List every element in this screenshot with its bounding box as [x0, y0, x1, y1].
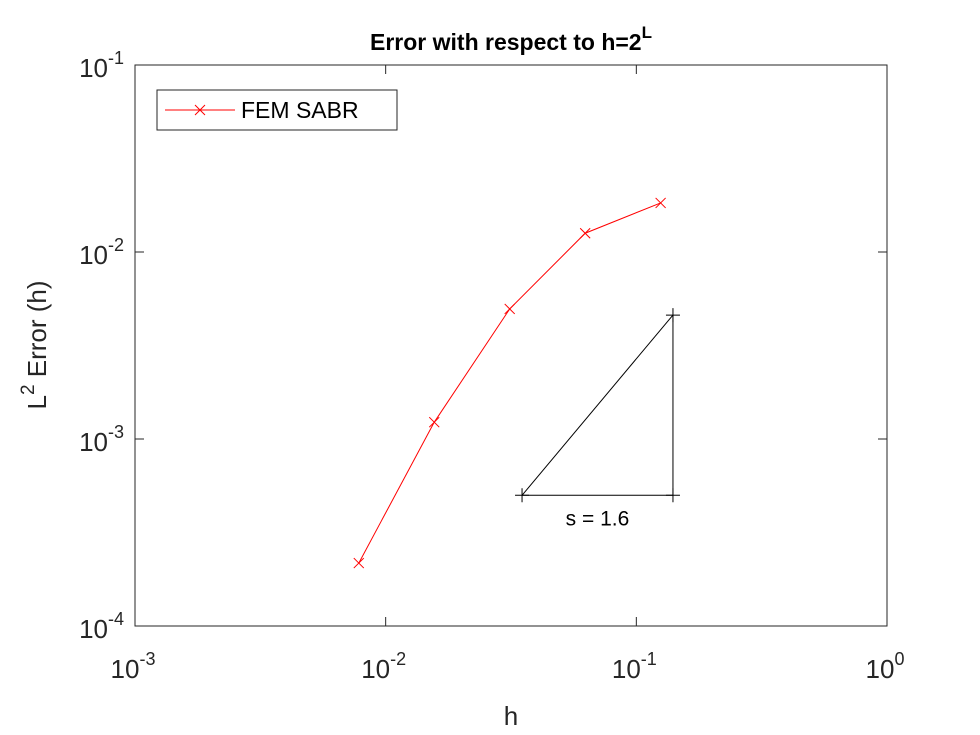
ylabel-superscript: 2 [18, 384, 39, 395]
tick-exponent: -2 [108, 235, 124, 255]
tick-label: 10-2 [361, 649, 406, 684]
legend-label: FEM SABR [241, 97, 359, 123]
triangle-vertex [515, 488, 530, 503]
tick-base: 10 [79, 427, 108, 457]
tick-label: 10-3 [111, 649, 156, 684]
tick-exponent: 0 [894, 649, 904, 669]
triangle-vertex [665, 308, 680, 323]
ylabel-base: L [22, 395, 52, 409]
triangle-vertex [665, 488, 680, 503]
triangle-hypotenuse [521, 314, 674, 496]
plot-area [134, 64, 888, 627]
title-text: Error with respect to h=2 [370, 29, 642, 55]
tick-label: 10-2 [79, 235, 124, 270]
title-superscript: L [642, 23, 652, 42]
y-axis-label: L2 Error (h) [18, 280, 52, 409]
legend: FEM SABR [156, 89, 398, 131]
tick-base: 10 [866, 654, 895, 684]
tick-label: 100 [866, 649, 905, 684]
tick-exponent: -3 [139, 649, 155, 669]
tick-label: 10-1 [612, 649, 657, 684]
tick-base: 10 [111, 654, 140, 684]
tick-base: 10 [79, 53, 108, 83]
tick-label: 10-3 [79, 422, 124, 457]
x-axis-label: h [504, 701, 518, 731]
marker [428, 416, 440, 428]
triangle-label: s = 1.6 [566, 507, 630, 530]
tick-label: 10-4 [79, 609, 124, 644]
marker [194, 104, 206, 116]
chart-title: Error with respect to h=2L [370, 23, 652, 55]
tick-label: 10-1 [79, 48, 124, 83]
tick-base: 10 [612, 654, 641, 684]
tick-exponent: -3 [108, 422, 124, 442]
tick-exponent: -4 [108, 609, 124, 629]
tick-base: 10 [361, 654, 390, 684]
marker [504, 303, 516, 315]
marker [655, 197, 666, 209]
tick-base: 10 [79, 240, 108, 270]
marker [353, 557, 365, 569]
tick-base: 10 [79, 614, 108, 644]
marker [579, 227, 591, 239]
tick-exponent: -2 [390, 649, 406, 669]
tick-exponent: -1 [108, 48, 124, 68]
tick-exponent: -1 [641, 649, 657, 669]
ylabel-text: Error (h) [22, 280, 52, 384]
